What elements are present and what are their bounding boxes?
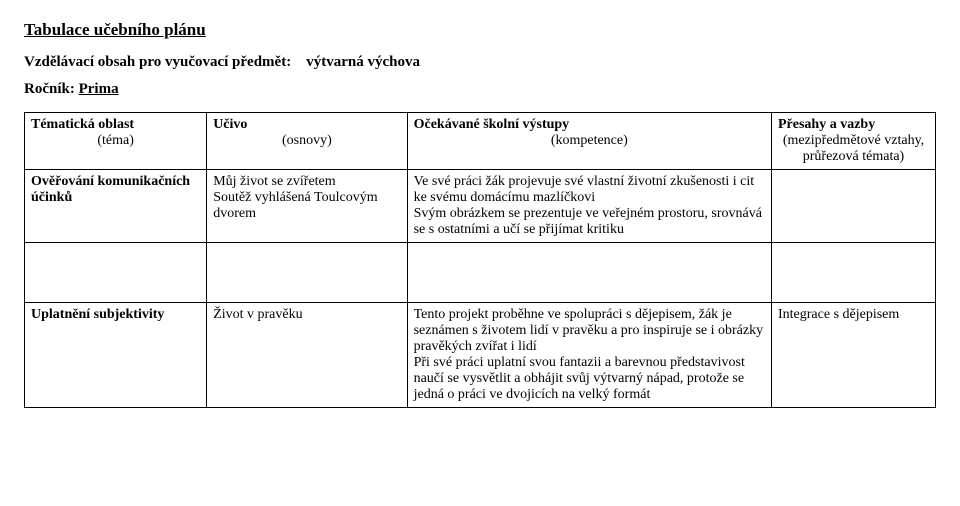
cell-cross	[772, 170, 936, 243]
curriculum-table: Tématická oblast (téma) Učivo (osnovy) O…	[24, 112, 936, 408]
cell-content: Život v pravěku	[207, 303, 407, 408]
header-cross-main: Přesahy a vazby	[778, 117, 875, 132]
header-content-main: Učivo	[213, 117, 247, 132]
page-title: Tabulace učebního plánu	[24, 20, 936, 40]
table-row: Uplatnění subjektivity Život v pravěku T…	[25, 303, 936, 408]
grade-value: Prima	[79, 81, 119, 97]
header-content-sub: (osnovy)	[213, 133, 400, 149]
cell-outcomes: Ve své práci žák projevuje své vlastní ž…	[407, 170, 771, 243]
cell-empty	[25, 243, 207, 303]
table-row: Ověřování komunikačních účinků Můj život…	[25, 170, 936, 243]
header-outcomes-main: Očekávané školní výstupy	[414, 117, 570, 132]
subtitle-label: Vzdělávací obsah pro vyučovací předmět:	[24, 54, 291, 70]
cell-topic: Ověřování komunikačních účinků	[25, 170, 207, 243]
header-outcomes: Očekávané školní výstupy (kompetence)	[407, 113, 771, 170]
header-outcomes-sub: (kompetence)	[414, 133, 765, 149]
cell-empty	[407, 243, 771, 303]
grade-label: Ročník:	[24, 81, 75, 97]
header-topic: Tématická oblast (téma)	[25, 113, 207, 170]
subtitle-line: Vzdělávací obsah pro vyučovací předmět: …	[24, 54, 936, 71]
table-header-row: Tématická oblast (téma) Učivo (osnovy) O…	[25, 113, 936, 170]
subtitle-value: výtvarná výchova	[306, 54, 420, 70]
grade-line: Ročník: Prima	[24, 81, 936, 98]
cell-topic: Uplatnění subjektivity	[25, 303, 207, 408]
cell-content: Můj život se zvířetem Soutěž vyhlášená T…	[207, 170, 407, 243]
header-cross: Přesahy a vazby (mezipředmětové vztahy, …	[772, 113, 936, 170]
cell-cross: Integrace s dějepisem	[772, 303, 936, 408]
table-row-spacer	[25, 243, 936, 303]
header-topic-main: Tématická oblast	[31, 117, 134, 132]
cell-empty	[772, 243, 936, 303]
cell-empty	[207, 243, 407, 303]
cell-outcomes: Tento projekt proběhne ve spolupráci s d…	[407, 303, 771, 408]
header-content: Učivo (osnovy)	[207, 113, 407, 170]
header-topic-sub: (téma)	[31, 133, 200, 149]
header-cross-sub: (mezipředmětové vztahy, průřezová témata…	[778, 133, 929, 165]
